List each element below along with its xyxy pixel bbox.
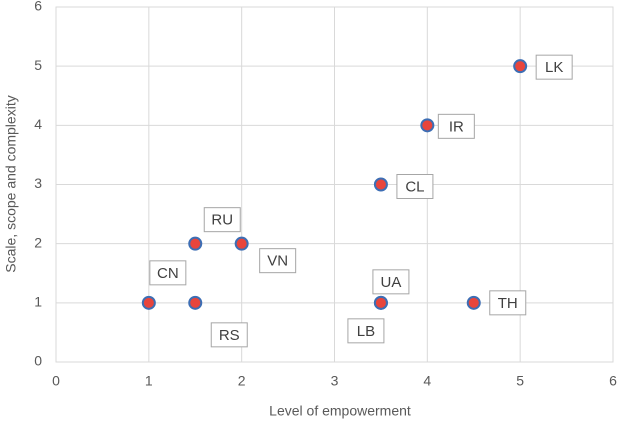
point-label: CN [157,265,179,282]
point [188,295,203,310]
x-tick-label: 0 [52,373,60,389]
y-tick-label: 1 [34,294,42,310]
x-tick-label: 4 [423,373,431,389]
label-box [210,322,248,348]
point-label: RU [211,212,233,229]
point [420,118,435,133]
y-tick-label: 0 [34,353,42,369]
x-tick-label: 2 [238,373,246,389]
point-label: IR [449,118,464,135]
point [466,295,481,310]
label-box [203,207,241,233]
label-box [259,248,297,274]
point [234,236,249,251]
label-box [489,290,527,316]
point [141,295,156,310]
x-tick-label: 6 [609,373,617,389]
x-tick-label: 1 [145,373,153,389]
label-box [372,269,410,295]
x-tick-label: 5 [516,373,524,389]
y-tick-label: 6 [34,0,42,14]
point-label: UA [380,274,401,291]
point-label: LB [357,323,375,340]
point [373,177,388,192]
point-label: LK [545,59,563,76]
point [188,236,203,251]
point [373,295,388,310]
y-tick-label: 2 [34,234,42,250]
point-label: VN [267,253,288,270]
x-axis-title: Level of empowerment [269,403,411,419]
point-label: RS [219,327,240,344]
plot-border [55,6,614,363]
y-tick-label: 4 [34,116,42,132]
point-label: TH [498,295,518,312]
y-axis-title: Scale, scope and complexity [3,95,19,272]
label-box [149,260,187,286]
x-tick-label: 3 [331,373,339,389]
point-label: CL [405,178,424,195]
label-box [347,318,385,344]
point [513,59,528,74]
label-box [437,113,475,139]
y-tick-label: 3 [34,175,42,191]
y-tick-label: 5 [34,57,42,73]
label-box [396,174,434,199]
label-box [535,54,573,80]
